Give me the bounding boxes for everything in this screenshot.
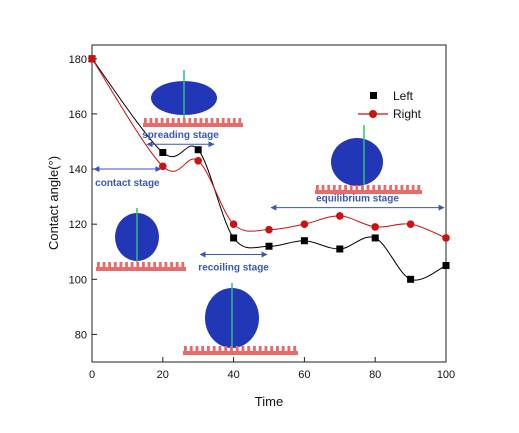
data-point-right <box>406 220 415 228</box>
x-axis: 0 20 40 60 80 100 <box>89 357 455 381</box>
legend-marker-right <box>369 110 377 118</box>
data-point-left <box>442 262 450 270</box>
legend-label-left: Left <box>393 89 414 103</box>
data-point-right <box>442 234 450 242</box>
stage-label-spreading: spreading stage <box>142 130 219 141</box>
droplet-illustration-contact <box>96 208 186 271</box>
data-point-left <box>265 242 273 250</box>
stage-annotations: contact stage spreading stage recoiling st… <box>93 130 445 273</box>
legend-marker-left <box>370 92 377 99</box>
x-tick-label: 60 <box>298 369 310 381</box>
y-tick-label: 120 <box>69 219 87 231</box>
x-axis-title: Time <box>255 394 283 409</box>
droplet-illustration-recoiling <box>183 283 298 355</box>
data-point-right <box>194 156 202 165</box>
data-point-left <box>407 275 415 283</box>
series-line-left <box>91 58 447 281</box>
stage-label-contact: contact stage <box>95 178 160 189</box>
data-point-right <box>300 220 309 228</box>
data-point-right <box>229 220 238 228</box>
y-tick-label: 160 <box>69 109 87 121</box>
data-point-left <box>159 149 167 157</box>
y-axis-title: Contact angle(°) <box>46 156 61 250</box>
plot-frame <box>91 44 447 363</box>
series-line-right <box>91 58 447 239</box>
data-point-right <box>265 225 273 234</box>
droplet-illustration-spreading <box>143 70 243 127</box>
x-tick-label: 0 <box>89 369 95 381</box>
series-lines <box>91 58 447 281</box>
data-point-right <box>88 54 96 63</box>
y-tick-label: 80 <box>75 329 87 341</box>
stage-label-recoiling: recoiling stage <box>198 262 269 273</box>
x-tick-label: 100 <box>437 369 455 381</box>
legend-label-right: Right <box>393 107 422 121</box>
series-markers <box>88 54 450 283</box>
y-axis: 80 100 120 140 160 180 <box>69 54 97 341</box>
legend: Left Right <box>358 89 422 121</box>
data-point-left <box>336 245 344 253</box>
data-point-left <box>194 146 202 154</box>
y-tick-label: 100 <box>69 274 87 286</box>
x-tick-label: 80 <box>369 369 381 381</box>
data-point-left <box>300 237 308 245</box>
x-tick-label: 20 <box>157 369 169 381</box>
y-tick-label: 180 <box>69 54 87 66</box>
data-point-left <box>230 234 238 242</box>
droplet-illustration-equilibrium <box>315 125 422 194</box>
data-point-right <box>336 212 344 220</box>
data-point-left <box>371 234 379 242</box>
y-tick-label: 140 <box>69 164 87 176</box>
data-point-right <box>371 223 380 231</box>
x-tick-label: 40 <box>227 369 239 381</box>
stage-label-equilibrium: equilibrium stage <box>316 194 399 205</box>
